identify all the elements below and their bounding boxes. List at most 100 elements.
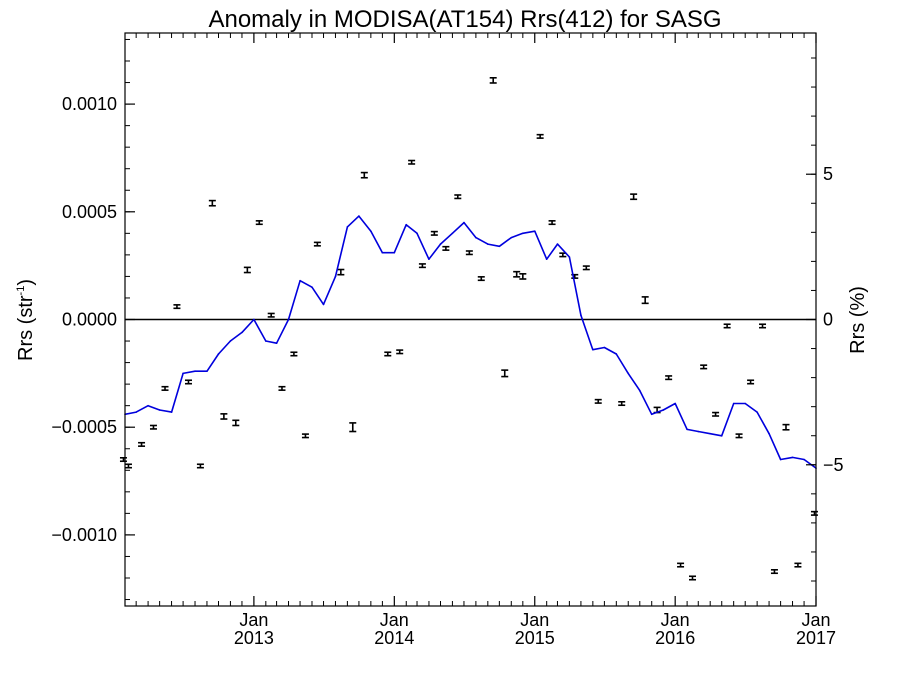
line-vertex-point — [522, 232, 524, 235]
line-vertex-point — [592, 348, 594, 351]
line-vertex-point — [182, 372, 184, 375]
error-bar-point — [782, 423, 790, 431]
line-vertex-point — [416, 232, 418, 235]
line-vertex-point — [194, 370, 196, 372]
error-bar-point — [641, 296, 649, 305]
error-bar-point — [700, 364, 708, 370]
error-bar-point — [243, 266, 251, 274]
error-bar-point — [149, 424, 157, 430]
line-vertex-point — [241, 331, 243, 334]
x-tick-label-month: Jan — [661, 610, 690, 630]
line-vertex-point — [135, 411, 137, 413]
line-vertex-point — [322, 303, 325, 306]
error-bar-point — [770, 569, 778, 575]
line-vertex-point — [299, 279, 301, 282]
error-bar-point — [747, 379, 755, 385]
line-vertex-point — [381, 251, 384, 254]
error-bar-point — [290, 351, 298, 357]
line-vertex-point — [229, 340, 232, 342]
line-vertex-point — [697, 430, 700, 433]
line-vertex-point — [253, 318, 255, 321]
error-bar-point — [313, 241, 321, 247]
left-axis-title-superscript: -1 — [15, 286, 27, 296]
line-vertex-point — [287, 318, 290, 321]
line-vertex-point — [206, 370, 208, 372]
error-bar-point — [630, 193, 638, 201]
error-bar-point — [173, 304, 181, 310]
y-left-tick-label: −0.0005 — [51, 417, 117, 437]
line-vertex-point — [510, 236, 513, 239]
error-bar-point — [408, 159, 416, 165]
error-bar-point — [501, 369, 509, 378]
error-bar-point — [184, 379, 192, 385]
line-vertex-point — [615, 353, 618, 355]
line-vertex-point — [475, 236, 477, 239]
line-vertex-point — [147, 404, 149, 407]
error-bar-point — [677, 562, 685, 568]
left-axis-title: Rrs (str-1) — [15, 279, 37, 361]
line-vertex-point — [463, 221, 465, 224]
line-vertex-point — [638, 389, 641, 392]
x-tick-label-year: 2013 — [234, 628, 274, 648]
x-tick-label-year: 2017 — [796, 628, 836, 648]
error-bar-point — [810, 510, 818, 516]
x-tick-label-year: 2015 — [515, 628, 555, 648]
line-vertex-point — [756, 411, 758, 413]
line-vertex-point — [650, 413, 653, 416]
error-bar-point — [548, 220, 556, 226]
y-left-tick-label: 0.0005 — [62, 202, 117, 222]
error-bar-point — [196, 463, 204, 469]
line-vertex-point — [393, 251, 396, 254]
error-bar-point — [124, 463, 132, 469]
line-vertex-point — [545, 258, 548, 260]
error-bar-point — [536, 133, 544, 139]
error-bar-point — [618, 400, 626, 407]
error-bar-point — [208, 199, 216, 207]
error-bar-point — [384, 351, 392, 357]
error-bar-point — [267, 312, 275, 318]
y-left-tick-label: 0.0010 — [62, 94, 117, 114]
line-vertex-point — [498, 245, 501, 248]
error-bar-point — [712, 411, 720, 417]
line-vertex-point — [791, 456, 794, 459]
error-bar-point — [723, 323, 731, 329]
right-axis-title: Rrs (%) — [847, 286, 869, 354]
error-bar-point — [232, 419, 240, 427]
line-vertex-point — [334, 275, 337, 278]
y-right-tick-label: 5 — [823, 164, 833, 184]
error-bar-point — [489, 77, 497, 84]
line-vertex-point — [580, 314, 582, 316]
error-bar-point — [430, 230, 438, 236]
error-bar-point — [582, 265, 590, 271]
left-axis-title-close: ) — [15, 279, 37, 286]
error-bar-point — [119, 456, 127, 463]
y-right-tick-label: −5 — [823, 455, 844, 475]
line-vertex-point — [439, 243, 442, 245]
error-bar-point — [161, 385, 169, 391]
line-vertex-point — [275, 342, 278, 344]
error-bar-point — [735, 433, 743, 439]
line-vertex-point — [370, 230, 372, 232]
line-vertex-point — [803, 458, 805, 461]
error-bar-point — [301, 433, 309, 439]
line-vertex-point — [358, 215, 360, 217]
line-vertex-point — [720, 435, 723, 437]
error-bar-point — [220, 413, 228, 420]
error-bar-point — [665, 375, 673, 381]
line-vertex-point — [662, 409, 665, 411]
plot-data-layer — [119, 77, 818, 581]
line-vertex-point — [311, 286, 313, 288]
line-vertex-point — [158, 409, 161, 411]
chart-title: Anomaly in MODISA(AT154) Rrs(412) for SA… — [208, 6, 721, 33]
error-bar-point — [337, 268, 345, 276]
y-right-tick-label: 0 — [823, 310, 833, 330]
line-vertex-point — [533, 230, 536, 232]
error-bar-point — [465, 250, 473, 256]
x-tick-label-month: Jan — [239, 610, 268, 630]
line-vertex-point — [779, 458, 782, 461]
line-vertex-point — [265, 340, 267, 342]
line-vertex-point — [405, 223, 408, 226]
x-tick-label-month: Jan — [801, 610, 830, 630]
line-vertex-point — [627, 372, 630, 375]
